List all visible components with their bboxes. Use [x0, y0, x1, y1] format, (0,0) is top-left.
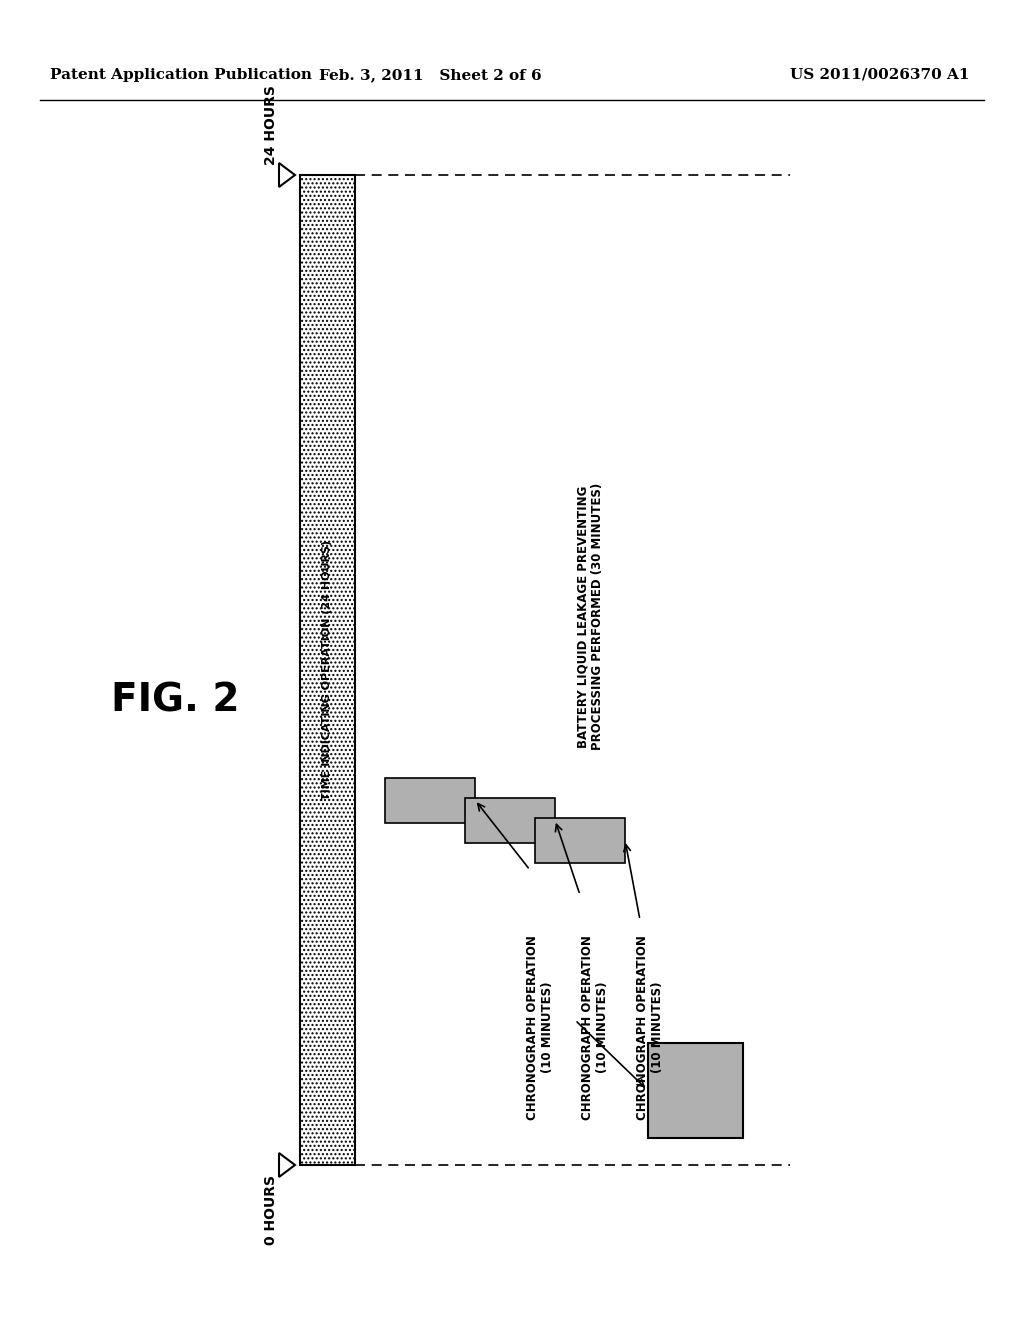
Text: CHRONOGRAPH OPERATION
(10 MINUTES): CHRONOGRAPH OPERATION (10 MINUTES)	[636, 935, 664, 1119]
Text: 24 HOURS: 24 HOURS	[264, 84, 278, 165]
Bar	[300, 176, 355, 1166]
Text: FIG. 2: FIG. 2	[111, 681, 240, 719]
Bar	[535, 817, 625, 862]
Text: BATTERY LIQUID LEAKAGE PREVENTING
PROCESSING PERFORMED (30 MINUTES): BATTERY LIQUID LEAKAGE PREVENTING PROCES…	[575, 483, 604, 750]
Bar	[385, 777, 475, 822]
Bar	[647, 1043, 742, 1138]
Text: US 2011/0026370 A1: US 2011/0026370 A1	[791, 69, 970, 82]
Bar	[465, 797, 555, 842]
Text: CHRONOGRAPH OPERATION
(10 MINUTES): CHRONOGRAPH OPERATION (10 MINUTES)	[581, 935, 609, 1119]
Text: Patent Application Publication: Patent Application Publication	[50, 69, 312, 82]
Text: TIME INDICATING OPERATION (24 HOURS): TIME INDICATING OPERATION (24 HOURS)	[323, 540, 333, 800]
Text: 0 HOURS: 0 HOURS	[264, 1175, 278, 1245]
Text: CHRONOGRAPH OPERATION
(10 MINUTES): CHRONOGRAPH OPERATION (10 MINUTES)	[526, 935, 554, 1119]
Text: Feb. 3, 2011   Sheet 2 of 6: Feb. 3, 2011 Sheet 2 of 6	[318, 69, 542, 82]
